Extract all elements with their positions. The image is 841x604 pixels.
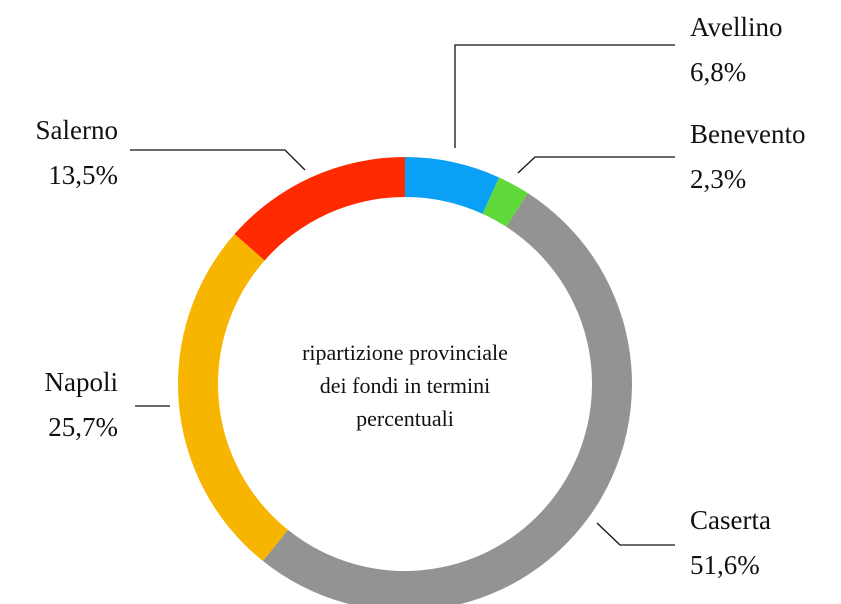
slice-value-label: 2,3% [690, 164, 746, 194]
slice-label: Avellino [690, 12, 782, 42]
slice-label: Benevento [690, 119, 805, 149]
donut-slice [177, 234, 288, 562]
donut-slice [262, 193, 632, 604]
center-title: percentuali [356, 406, 454, 431]
slice-value-label: 6,8% [690, 57, 746, 87]
slice-value-label: 25,7% [48, 412, 118, 442]
slice-label: Caserta [690, 505, 771, 535]
leader-line [517, 156, 675, 174]
center-title: dei fondi in termini [320, 373, 490, 398]
slice-label: Napoli [45, 367, 119, 397]
slice-value-label: 13,5% [48, 160, 118, 190]
leader-line [596, 522, 675, 546]
donut-slice [234, 157, 405, 261]
slice-label: Salerno [36, 115, 118, 145]
leader-line [130, 149, 306, 171]
donut-slice [405, 157, 500, 214]
leader-line [454, 44, 675, 148]
center-title: ripartizione provinciale [302, 340, 508, 365]
slice-value-label: 51,6% [690, 550, 760, 580]
donut-slice [482, 177, 528, 227]
